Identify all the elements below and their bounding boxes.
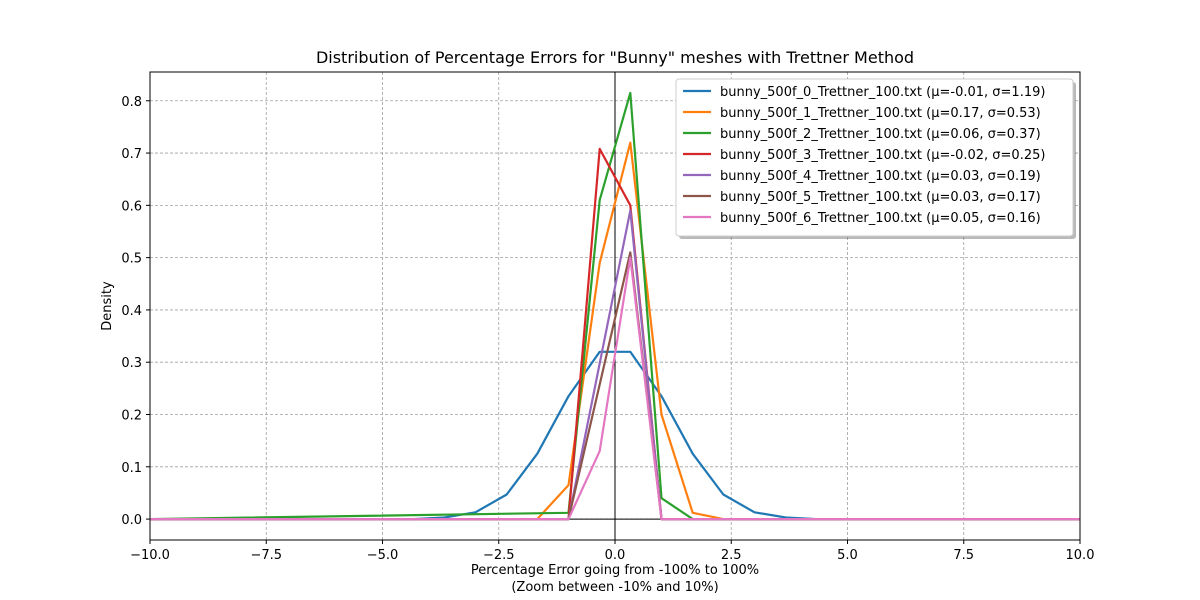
x-tick-label: −10.0 xyxy=(130,548,170,563)
chart-title: Distribution of Percentage Errors for "B… xyxy=(316,48,914,67)
legend-entry: bunny_500f_1_Trettner_100.txt (μ=0.17, σ… xyxy=(720,106,1041,121)
y-tick-label: 0.3 xyxy=(121,356,142,371)
x-tick-label: 10.0 xyxy=(1066,548,1095,563)
x-axis-sublabel: (Zoom between -10% and 10%) xyxy=(511,580,718,595)
y-tick-label: 0.0 xyxy=(121,513,142,528)
legend-entry: bunny_500f_6_Trettner_100.txt (μ=0.05, σ… xyxy=(720,211,1041,226)
legend-entry: bunny_500f_5_Trettner_100.txt (μ=0.03, σ… xyxy=(720,190,1041,205)
y-axis-label: Density xyxy=(100,281,115,331)
legend-entry: bunny_500f_0_Trettner_100.txt (μ=-0.01, … xyxy=(720,85,1045,100)
series-line-1 xyxy=(150,141,1080,521)
legend-entry: bunny_500f_2_Trettner_100.txt (μ=0.06, σ… xyxy=(720,127,1041,142)
y-tick-label: 0.1 xyxy=(121,461,142,476)
x-tick-label: 5.0 xyxy=(837,548,858,563)
x-tick-label: 2.5 xyxy=(721,548,742,563)
series-line-6 xyxy=(150,256,1080,521)
x-tick-label: 7.5 xyxy=(953,548,974,563)
legend-entry: bunny_500f_4_Trettner_100.txt (μ=0.03, σ… xyxy=(720,169,1041,184)
x-tick-label: −5.0 xyxy=(367,548,399,563)
y-tick-label: 0.4 xyxy=(121,304,142,319)
y-tick-label: 0.5 xyxy=(121,252,142,267)
y-tick-label: 0.6 xyxy=(121,199,142,214)
y-axis-ticks: 0.0 0.1 0.2 0.3 0.4 0.5 0.6 0.7 0.8 xyxy=(121,95,150,528)
y-tick-label: 0.7 xyxy=(121,147,142,162)
x-axis-ticks: −10.0 −7.5 −5.0 −2.5 0.0 2.5 5.0 7.5 10.0 xyxy=(130,540,1094,563)
y-tick-label: 0.8 xyxy=(121,95,142,110)
legend-box xyxy=(675,78,1074,237)
x-axis-label: Percentage Error going from -100% to 100… xyxy=(471,563,759,578)
series-lines xyxy=(149,91,1080,521)
legend: bunny_500f_0_Trettner_100.txt (μ=-0.01, … xyxy=(675,78,1076,239)
y-tick-label: 0.2 xyxy=(121,409,142,424)
x-tick-label: −2.5 xyxy=(483,548,515,563)
x-tick-label: 0.0 xyxy=(605,548,626,563)
x-tick-label: −7.5 xyxy=(250,548,282,563)
legend-entry: bunny_500f_3_Trettner_100.txt (μ=-0.02, … xyxy=(720,148,1045,163)
